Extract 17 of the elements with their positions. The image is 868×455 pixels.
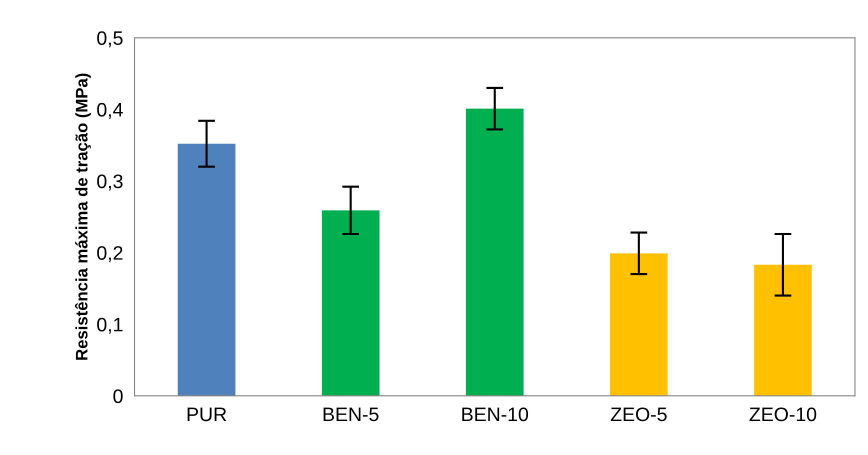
bar	[610, 253, 668, 396]
y-tick-label: 0	[113, 389, 123, 404]
bar	[322, 210, 380, 396]
y-tick-label: 0,3	[97, 174, 123, 191]
bar	[754, 264, 812, 396]
x-tick-label: BEN-10	[462, 407, 528, 422]
x-tick-label: BEN-5	[324, 408, 378, 422]
bar	[466, 108, 524, 396]
y-tick-label: 0,1	[97, 318, 122, 334]
y-tick-label: 0,5	[97, 31, 123, 48]
x-tick-label: ZEO-10	[750, 407, 816, 422]
y-tick-label: 0,4	[97, 102, 123, 119]
x-tick-label: PUR	[188, 408, 226, 422]
y-axis-title: Resistência máxima de tração (MPa)	[74, 74, 91, 360]
x-tick-label: ZEO-5	[610, 407, 667, 422]
bar	[178, 144, 236, 396]
y-tick-label: 0,2	[97, 246, 122, 262]
